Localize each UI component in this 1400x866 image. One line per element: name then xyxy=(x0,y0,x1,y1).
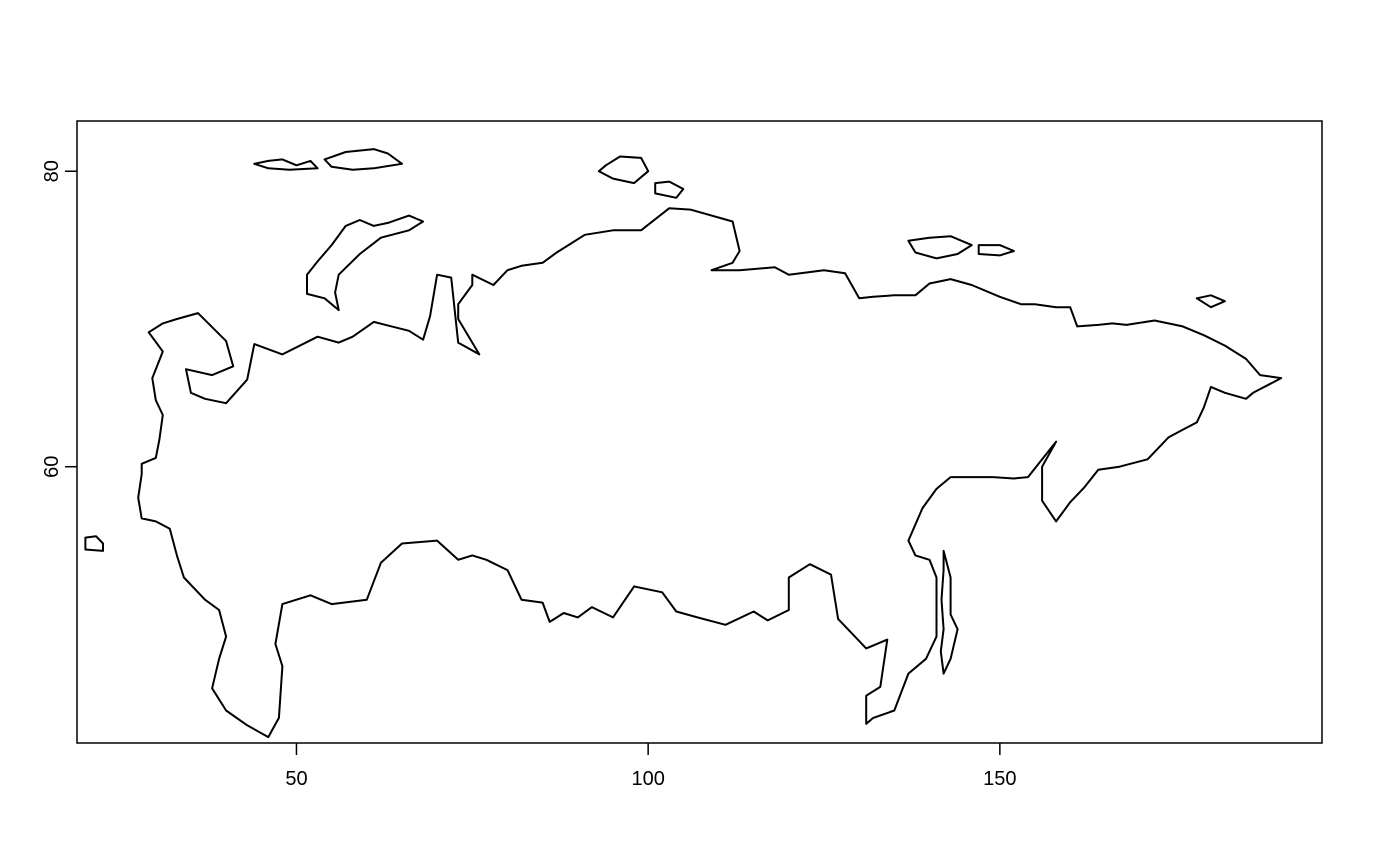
coastline-layer xyxy=(84,148,1283,739)
coastline-feature xyxy=(306,214,425,312)
x-tick-label: 50 xyxy=(285,768,307,790)
coastline-feature xyxy=(907,235,973,260)
x-axis: 50 100 150 xyxy=(285,743,1017,790)
x-tick-label: 150 xyxy=(983,768,1016,790)
coastline-feature xyxy=(977,244,1015,257)
coastline-feature xyxy=(323,148,403,171)
coastline-feature xyxy=(1195,294,1226,309)
plot-frame xyxy=(76,120,1323,744)
x-tick-label: 100 xyxy=(631,768,664,790)
coastline-feature xyxy=(939,549,959,675)
coastline-feature xyxy=(253,158,319,171)
coastline-feature xyxy=(654,180,685,199)
coastline-feature xyxy=(137,207,1283,739)
coastline-feature xyxy=(597,155,650,185)
y-tick-label: 60 xyxy=(41,456,63,478)
y-tick-label: 80 xyxy=(41,160,63,182)
coastline-feature xyxy=(84,535,104,552)
y-axis: 60 80 xyxy=(41,160,77,478)
